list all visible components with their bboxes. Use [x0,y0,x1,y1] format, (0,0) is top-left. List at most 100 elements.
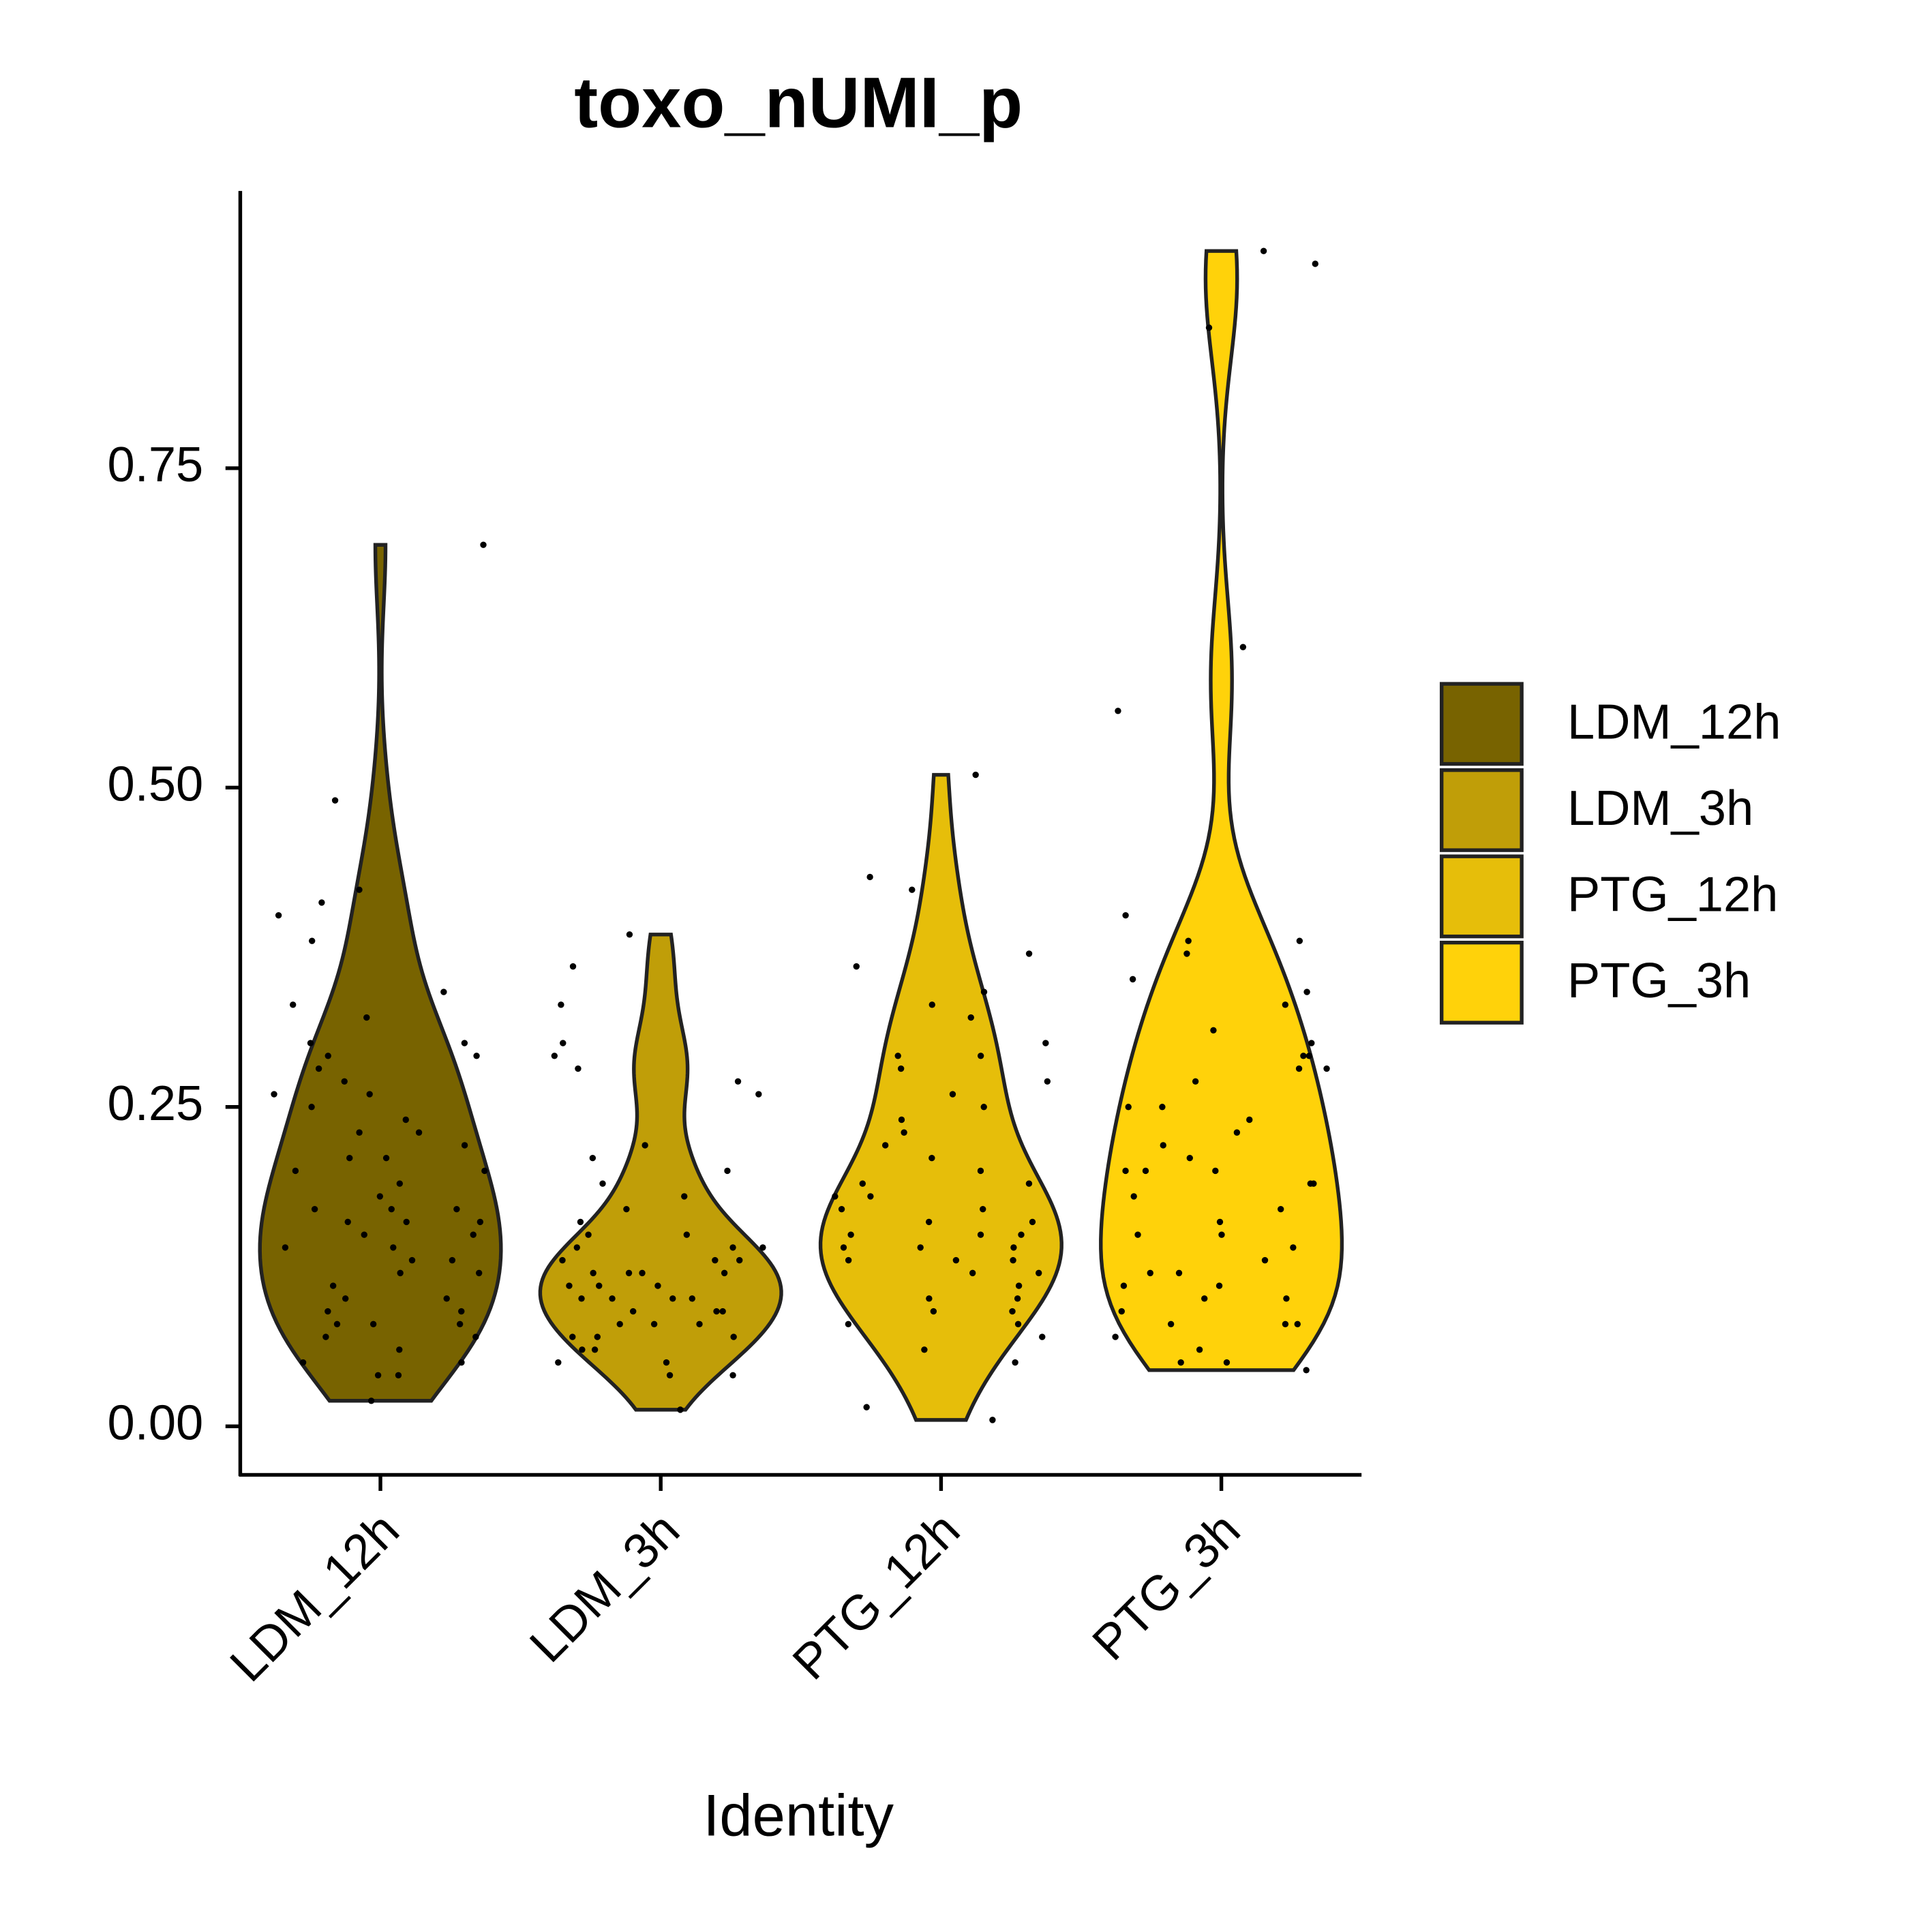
data-point [594,1333,601,1340]
data-point [1282,1001,1289,1008]
x-axis-label: Identity [703,1782,894,1848]
data-point [1296,937,1303,944]
data-point [898,1116,905,1123]
data-point [579,1346,586,1353]
data-point [318,899,325,906]
data-point [308,937,316,944]
data-point [458,1308,465,1315]
data-point [578,1295,585,1302]
data-point [275,911,282,919]
data-point [569,1333,576,1340]
data-point [575,1065,582,1072]
data-point [977,1167,984,1175]
x-tick-label: LDM_3h [519,1503,690,1673]
data-point [443,1295,450,1302]
data-point [972,771,979,779]
data-point [590,1269,597,1277]
data-point [461,1040,468,1046]
data-point [324,1308,331,1315]
data-point [642,1142,648,1149]
violin [258,543,503,1403]
data-point [894,1053,901,1059]
data-point [1147,1269,1153,1277]
data-point [929,1001,935,1008]
data-point [369,1320,377,1328]
data-point [663,1359,670,1366]
data-point [311,1205,318,1213]
data-point [1175,1269,1183,1277]
data-point [346,1155,353,1162]
data-point [1142,1167,1149,1175]
legend-label: PTG_3h [1567,954,1751,1008]
data-point [551,1053,558,1059]
violin [1099,249,1344,1372]
data-point [1044,1078,1051,1085]
data-point [626,931,633,938]
data-point [1201,1295,1208,1302]
data-point [930,1308,937,1315]
data-point [696,1320,703,1328]
data-point [724,1167,731,1175]
data-point [461,1142,468,1149]
data-point [1312,260,1318,267]
data-point [980,988,988,995]
data-point [1036,1269,1042,1277]
data-point [609,1295,616,1302]
data-point [1261,1256,1269,1264]
data-point [1295,1065,1303,1072]
data-point [1260,247,1267,254]
data-point [558,1001,564,1008]
data-point [967,1014,974,1021]
y-tick-label: 0.75 [108,438,204,492]
data-point [867,1193,874,1200]
data-point [589,1155,597,1162]
data-point [591,1346,599,1353]
data-point [299,1359,307,1366]
data-point [1300,1053,1307,1059]
data-point [290,1001,297,1008]
data-point [689,1295,695,1302]
data-point [1018,1231,1025,1238]
data-point [683,1231,691,1238]
data-point [625,1269,633,1277]
x-tick-label: PTG_12h [783,1503,970,1690]
data-point [292,1167,299,1175]
data-point [654,1282,661,1289]
data-point [909,886,916,893]
legend-key [1439,682,1524,766]
data-point [374,1372,382,1378]
data-point [1303,988,1310,995]
data-point [449,1256,456,1264]
legend-key [1439,940,1524,1025]
data-point [341,1078,348,1085]
data-point [1012,1359,1018,1366]
data-point [1122,911,1129,919]
data-point [1134,1231,1141,1238]
data-point [1205,324,1213,331]
y-tick-label: 0.50 [108,757,204,811]
data-point [560,1040,567,1046]
data-point [388,1205,395,1213]
data-point [755,1091,762,1098]
data-point [458,1359,465,1366]
data-point [1310,1180,1317,1187]
data-point [929,1155,935,1162]
data-point [1283,1295,1290,1302]
data-point [729,1372,736,1378]
data-point [599,1180,606,1187]
data-point [477,1218,484,1226]
data-point [475,1269,483,1277]
data-point [847,1231,854,1238]
data-point [845,1256,852,1264]
data-point [1122,1167,1129,1175]
data-point [473,1053,480,1059]
y-tick-label: 0.00 [108,1395,204,1450]
data-point [980,1205,986,1213]
data-point [573,1244,580,1251]
data-point [480,541,487,548]
data-point [396,1180,404,1187]
data-point [555,1359,562,1366]
data-point [853,963,860,970]
data-point [342,1295,349,1302]
data-point [616,1320,623,1328]
